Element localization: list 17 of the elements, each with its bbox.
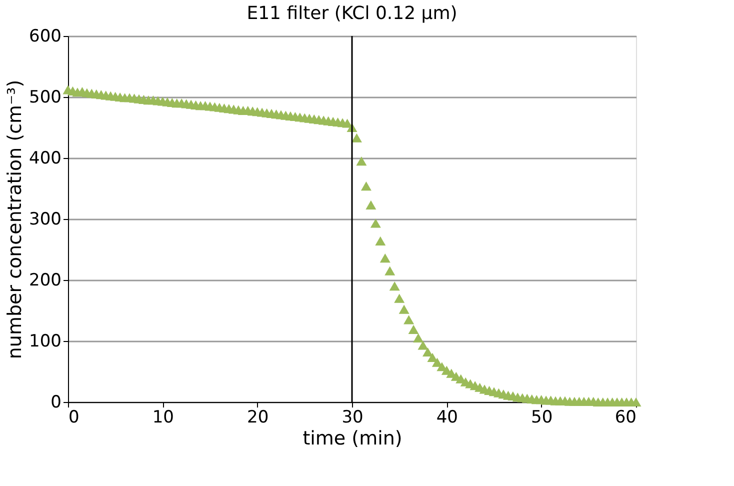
y-tick-label: 200 <box>29 270 62 290</box>
y-tick-label: 300 <box>29 210 62 230</box>
x-axis-title: time (min) <box>302 428 402 450</box>
x-tick-label: 30 <box>342 408 364 428</box>
y-tick-label: 100 <box>29 332 62 352</box>
y-axis-title: number concentration (cm⁻³) <box>4 80 26 360</box>
x-tick-label: 10 <box>152 408 174 428</box>
y-tick-label: 600 <box>29 26 62 46</box>
y-tick-label: 500 <box>29 88 62 108</box>
y-tick-label: 400 <box>29 148 62 168</box>
x-tick-label: 20 <box>247 408 269 428</box>
x-tick-label: 40 <box>436 408 458 428</box>
x-tick-label: 50 <box>531 408 553 428</box>
x-tick-label: 60 <box>614 408 636 428</box>
x-tick-label: 0 <box>68 408 80 428</box>
chart-title: E11 filter (KCl 0.12 µm) <box>246 3 458 24</box>
y-tick-label: 0 <box>50 392 62 412</box>
